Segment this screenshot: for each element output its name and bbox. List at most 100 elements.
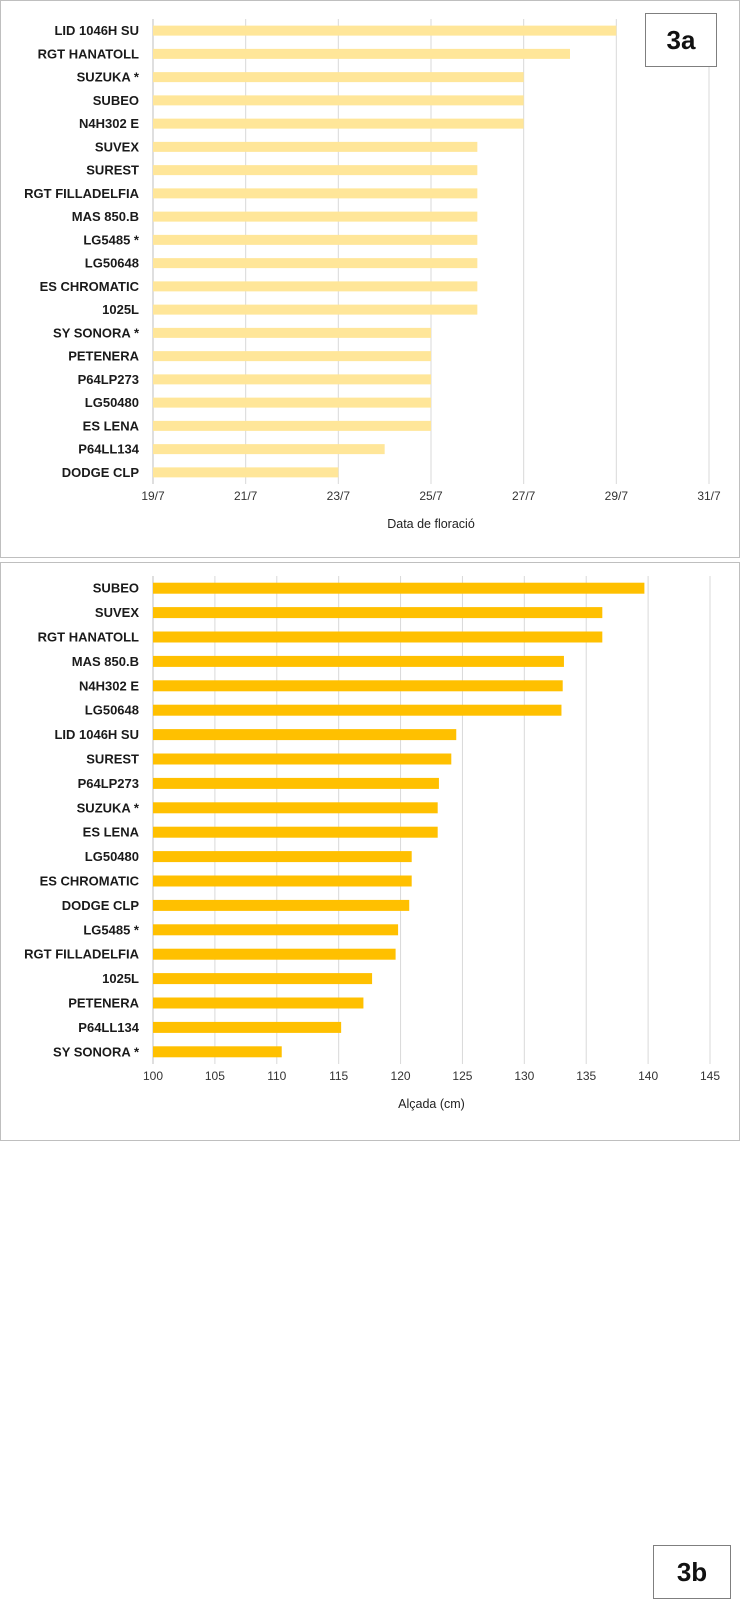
category-label: P64LL134 xyxy=(78,442,139,457)
bar xyxy=(153,95,524,106)
x-tick-label: 140 xyxy=(638,1069,658,1083)
x-tick-label: 125 xyxy=(452,1069,472,1083)
category-label: SY SONORA * xyxy=(53,1044,140,1059)
bar xyxy=(153,258,478,269)
bar xyxy=(153,141,478,152)
category-label: LG5485 * xyxy=(83,922,140,937)
bar xyxy=(153,327,431,338)
category-label: ES LENA xyxy=(83,418,140,433)
category-label: SUREST xyxy=(86,752,139,767)
category-label: DODGE CLP xyxy=(62,898,140,913)
panel-label-3a: 3a xyxy=(645,13,717,67)
x-axis-title: Alçada (cm) xyxy=(398,1097,465,1111)
category-label: P64LP273 xyxy=(78,776,139,791)
category-label: LG50648 xyxy=(85,703,139,718)
category-label: MAS 850.B xyxy=(72,209,139,224)
category-label: P64LP273 xyxy=(78,372,139,387)
bar xyxy=(153,48,570,59)
category-label: N4H302 E xyxy=(79,116,139,131)
bar xyxy=(153,25,617,36)
category-label: SUBEO xyxy=(93,581,139,596)
bar xyxy=(153,582,645,594)
bar xyxy=(153,655,564,667)
bar xyxy=(153,753,452,765)
category-label: PETENERA xyxy=(68,996,139,1011)
bar xyxy=(153,777,439,789)
x-tick-label: 135 xyxy=(576,1069,596,1083)
x-tick-label: 110 xyxy=(267,1069,286,1083)
bar xyxy=(153,1021,342,1033)
x-tick-label: 23/7 xyxy=(327,489,351,503)
category-label: ES LENA xyxy=(83,825,140,840)
x-tick-label: 105 xyxy=(205,1069,225,1083)
category-label: SUREST xyxy=(86,163,139,178)
x-tick-label: 27/7 xyxy=(512,489,536,503)
category-label: LID 1046H SU xyxy=(54,727,139,742)
x-tick-label: 21/7 xyxy=(234,489,258,503)
bar xyxy=(153,851,412,863)
category-label: ES CHROMATIC xyxy=(40,874,140,889)
x-tick-label: 120 xyxy=(391,1069,411,1083)
bar xyxy=(153,680,563,692)
category-label: SUZUKA * xyxy=(77,70,140,85)
x-tick-label: 31/7 xyxy=(697,489,721,503)
bar xyxy=(153,899,410,911)
category-label: LG50480 xyxy=(85,395,139,410)
bar xyxy=(153,607,603,619)
category-label: 1025L xyxy=(102,971,139,986)
bar xyxy=(153,826,438,838)
category-label: LG50480 xyxy=(85,849,139,864)
bar xyxy=(153,948,396,960)
category-label: N4H302 E xyxy=(79,678,139,693)
bar-chart-3a: LID 1046H SU RGT HANATOLL SUZUKA * SUBEO N4H… xyxy=(24,19,721,531)
bar xyxy=(153,704,562,716)
bar xyxy=(153,973,373,985)
bar xyxy=(153,281,478,292)
x-tick-label: 19/7 xyxy=(141,489,165,503)
category-label: RGT HANATOLL xyxy=(38,46,139,61)
bar xyxy=(153,729,457,741)
bar xyxy=(153,165,478,176)
category-label: PETENERA xyxy=(68,349,139,364)
bar xyxy=(153,802,438,814)
category-label: SY SONORA * xyxy=(53,325,140,340)
x-tick-label: 29/7 xyxy=(605,489,629,503)
bar xyxy=(153,118,524,129)
bar xyxy=(153,875,412,887)
bar xyxy=(153,924,399,936)
category-label: LID 1046H SU xyxy=(54,23,139,38)
category-label: P64LL134 xyxy=(78,1020,139,1035)
category-label: RGT FILLADELFIA xyxy=(24,947,139,962)
bar-chart-3b: SUBEO SUVEX RGT HANATOLL MAS 850.B N4H302 E L… xyxy=(24,576,720,1111)
category-label: SUZUKA * xyxy=(77,800,140,815)
category-label: LG5485 * xyxy=(83,232,140,247)
category-label: RGT FILLADELFIA xyxy=(24,186,139,201)
bar xyxy=(153,631,603,643)
bar xyxy=(153,997,364,1009)
bar xyxy=(153,467,339,478)
category-label: SUVEX xyxy=(95,605,139,620)
category-label: LG50648 xyxy=(85,256,139,271)
bar xyxy=(153,72,524,83)
category-label: DODGE CLP xyxy=(62,465,140,480)
bar xyxy=(153,211,478,222)
bar xyxy=(153,420,431,431)
category-label: RGT HANATOLL xyxy=(38,630,139,645)
category-label: SUBEO xyxy=(93,93,139,108)
x-axis-title: Data de floració xyxy=(387,517,475,531)
bar xyxy=(153,444,385,455)
category-label: 1025L xyxy=(102,302,139,317)
chart-panel-3a: LID 1046H SU RGT HANATOLL SUZUKA * SUBEO N4H… xyxy=(0,0,740,558)
category-label: SUVEX xyxy=(95,139,139,154)
bar xyxy=(153,234,478,245)
bar xyxy=(153,351,431,362)
panel-label-3b: 3b xyxy=(653,1545,731,1599)
x-tick-label: 100 xyxy=(143,1069,163,1083)
bar xyxy=(153,304,478,315)
bar xyxy=(153,1046,282,1058)
bar xyxy=(153,374,431,385)
category-label: MAS 850.B xyxy=(72,654,139,669)
x-tick-label: 130 xyxy=(514,1069,534,1083)
bar xyxy=(153,188,478,199)
bar xyxy=(153,397,431,408)
